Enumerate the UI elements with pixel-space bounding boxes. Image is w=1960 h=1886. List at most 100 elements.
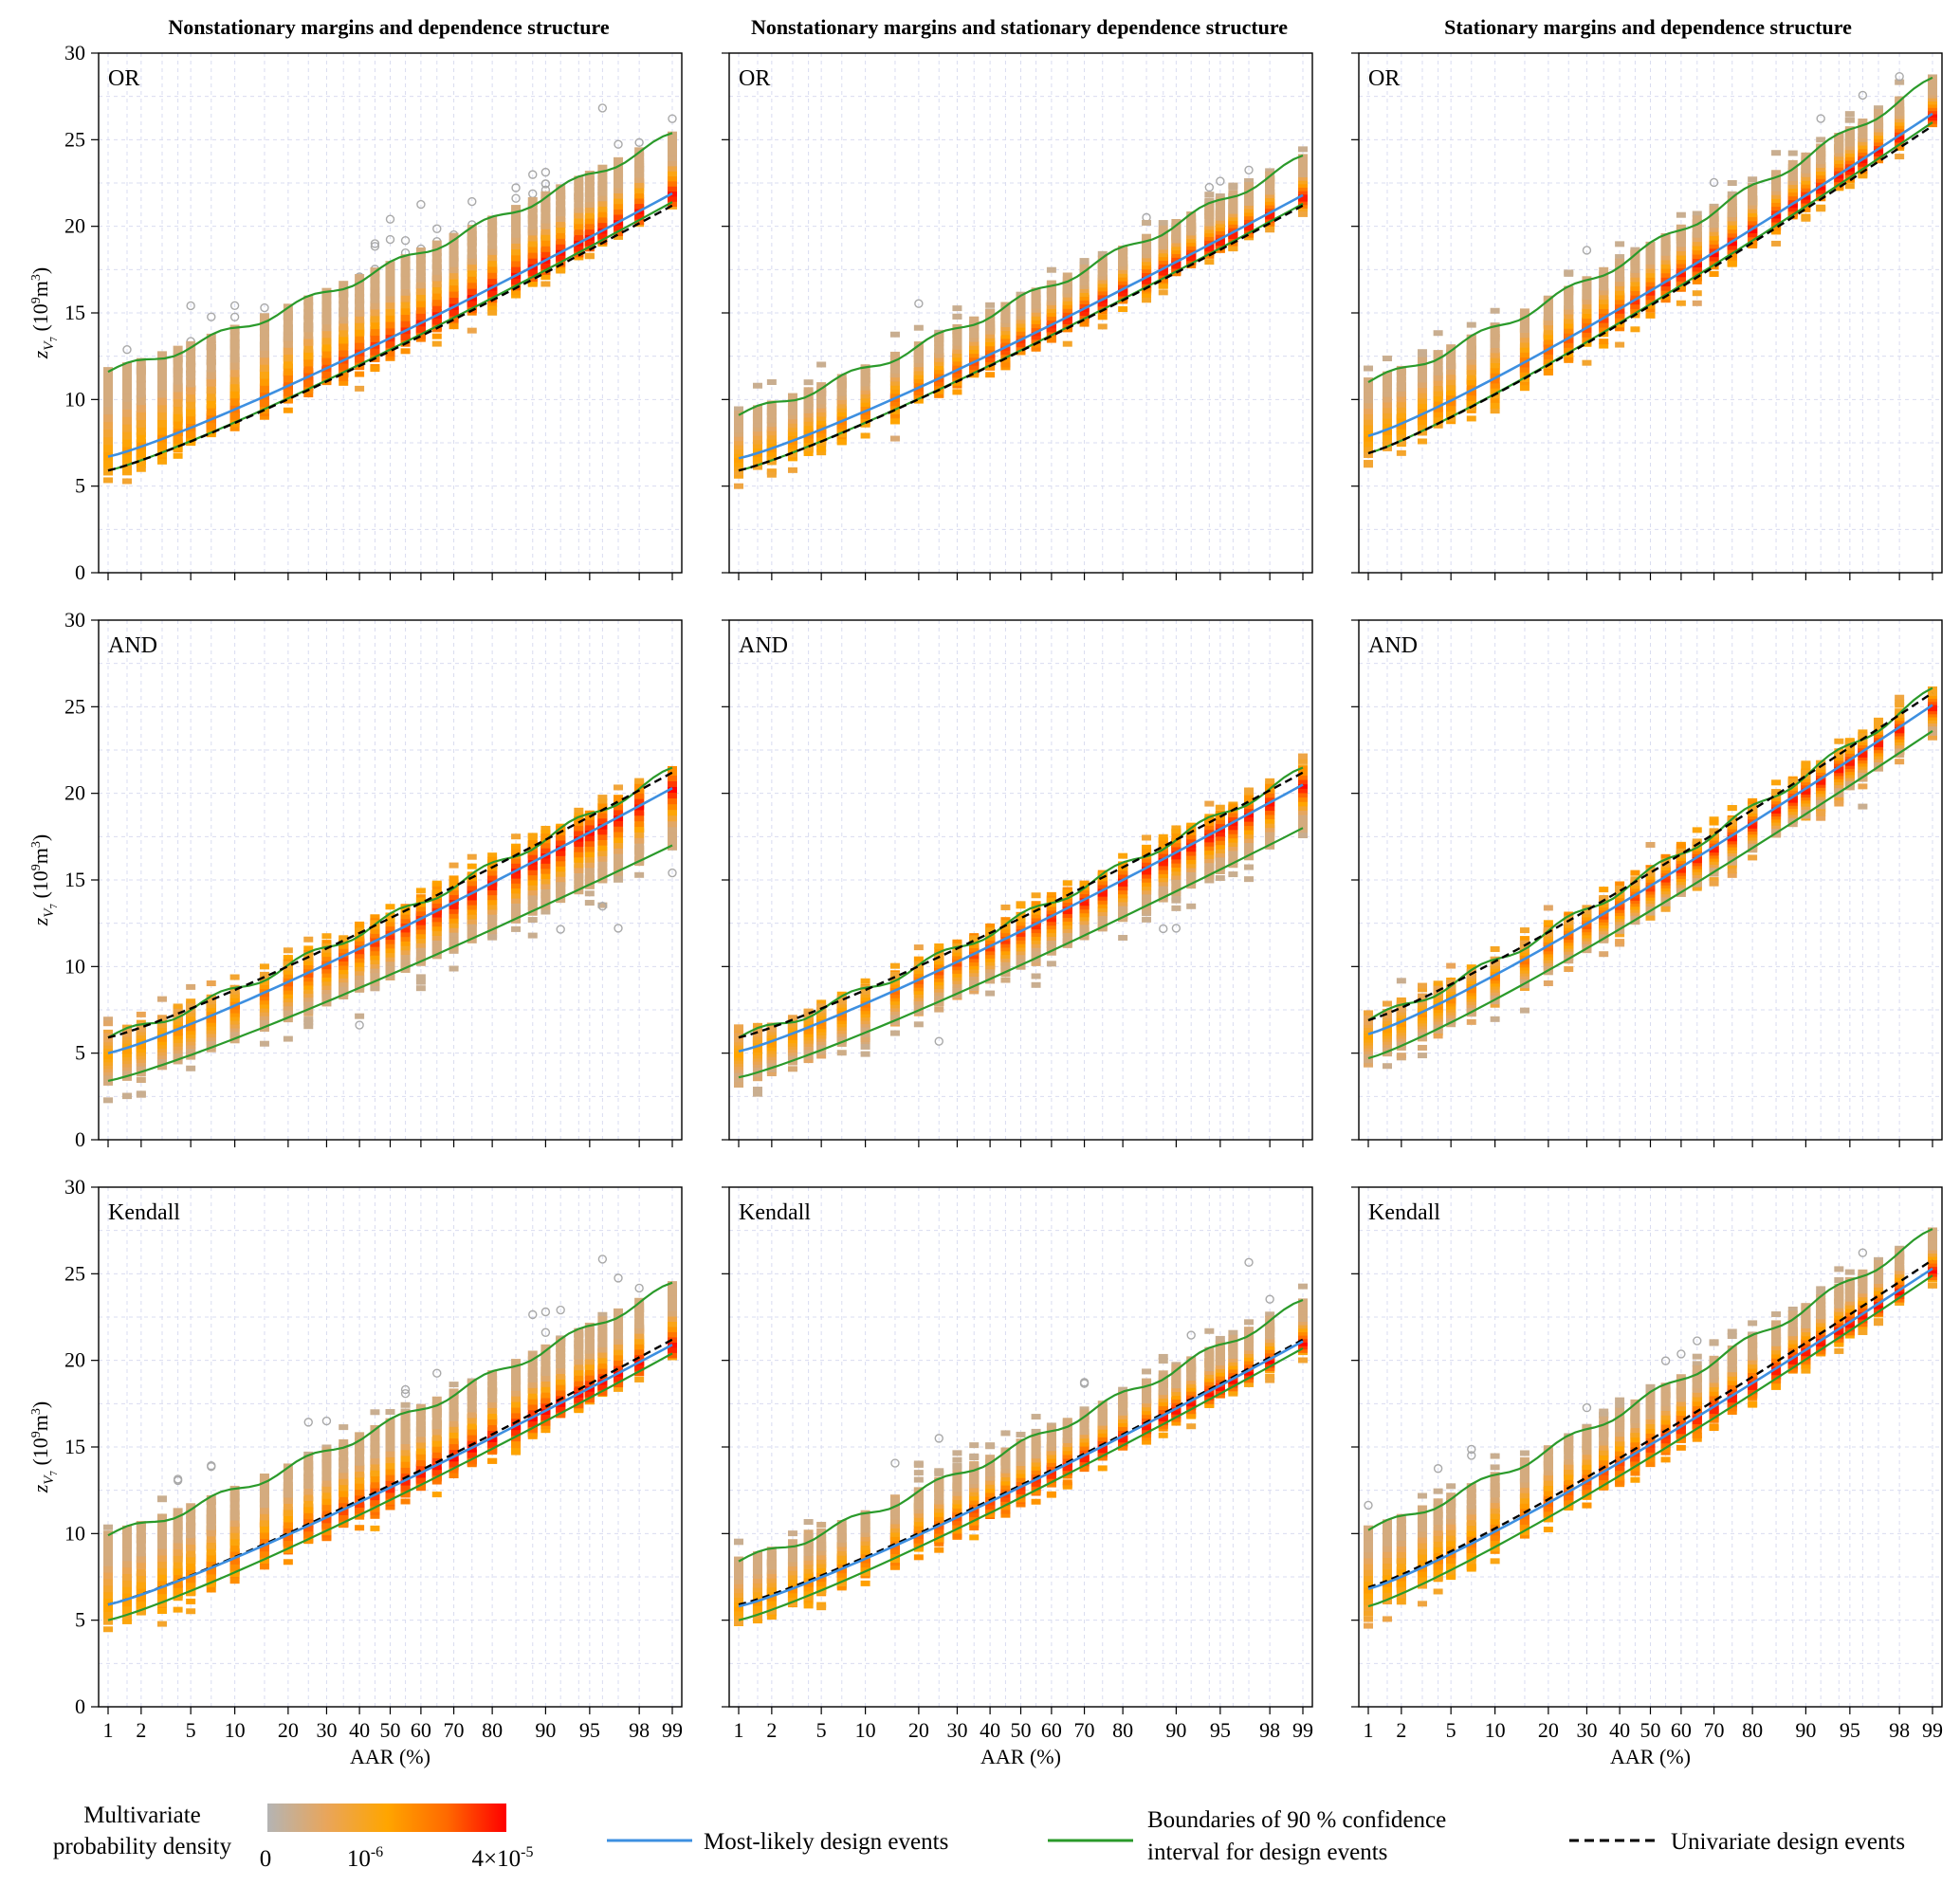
sample-point bbox=[229, 312, 240, 322]
sample-point bbox=[321, 933, 332, 940]
sample-point bbox=[136, 1076, 146, 1083]
sample-point bbox=[449, 862, 459, 869]
sample-point bbox=[370, 242, 380, 251]
y-tick-label: 25 bbox=[64, 127, 85, 151]
sample-point bbox=[229, 974, 240, 980]
sample-point bbox=[1062, 340, 1072, 347]
sample-point bbox=[283, 317, 293, 327]
sample-point bbox=[1142, 291, 1152, 298]
sample-point bbox=[467, 285, 477, 296]
sample-point bbox=[787, 467, 797, 473]
sample-point bbox=[1118, 246, 1128, 256]
sample-point bbox=[487, 221, 498, 231]
sample-point bbox=[584, 236, 595, 247]
sample-point bbox=[121, 478, 132, 485]
sample-point bbox=[385, 286, 395, 297]
sample-point bbox=[487, 245, 498, 255]
sample-point bbox=[321, 307, 332, 318]
sample-point bbox=[121, 399, 132, 410]
sample-point bbox=[103, 367, 113, 377]
sample-point bbox=[259, 355, 269, 365]
sample-point bbox=[614, 221, 624, 231]
sample-point bbox=[186, 362, 196, 373]
sample-point bbox=[556, 266, 566, 273]
sample-point bbox=[103, 443, 113, 453]
sample-point bbox=[206, 376, 216, 387]
sample-point bbox=[574, 192, 584, 202]
sample-point bbox=[540, 202, 551, 212]
sample-point bbox=[556, 251, 566, 262]
sample-point bbox=[415, 298, 426, 308]
sample-point bbox=[668, 172, 677, 182]
sample-point bbox=[370, 985, 380, 992]
sample-point bbox=[103, 1020, 113, 1027]
sample-point bbox=[540, 167, 551, 177]
sample-point bbox=[303, 336, 314, 346]
sample-point bbox=[540, 247, 551, 258]
sample-point bbox=[339, 320, 349, 331]
sample-point bbox=[614, 233, 624, 240]
sample-point bbox=[103, 405, 113, 415]
sample-point bbox=[186, 348, 196, 358]
sample-point bbox=[614, 194, 624, 205]
sample-point bbox=[1417, 438, 1427, 445]
sample-point bbox=[206, 333, 216, 343]
sample-point bbox=[355, 346, 365, 357]
sample-point bbox=[339, 327, 349, 338]
sample-point bbox=[467, 327, 477, 334]
sample-point bbox=[511, 246, 522, 256]
sample-point bbox=[1490, 408, 1500, 414]
sample-point bbox=[206, 384, 216, 394]
sample-point bbox=[889, 418, 900, 425]
sample-point bbox=[1801, 215, 1811, 222]
sample-point bbox=[1298, 211, 1308, 217]
sample-point bbox=[355, 1013, 365, 1019]
sample-point bbox=[303, 295, 314, 305]
sample-point bbox=[206, 362, 216, 373]
sample-point bbox=[574, 214, 584, 225]
sample-point bbox=[103, 1097, 113, 1104]
sample-point bbox=[1046, 337, 1056, 343]
sample-point bbox=[487, 228, 498, 238]
sample-point bbox=[556, 217, 566, 228]
sample-point bbox=[385, 319, 395, 329]
sample-point bbox=[614, 178, 624, 189]
sample-point bbox=[355, 286, 365, 297]
sample-point bbox=[156, 996, 167, 1002]
sample-point bbox=[449, 323, 459, 330]
sample-point bbox=[370, 345, 380, 356]
sample-point bbox=[952, 313, 962, 320]
sample-point bbox=[1142, 297, 1152, 303]
sample-point bbox=[186, 407, 196, 417]
sample-point bbox=[449, 875, 459, 882]
sample-point bbox=[136, 395, 146, 406]
sample-point bbox=[540, 225, 551, 235]
sample-point bbox=[574, 187, 584, 197]
sample-point bbox=[370, 300, 380, 310]
sample-point bbox=[668, 146, 677, 156]
sample-point bbox=[467, 225, 477, 235]
sample-point bbox=[385, 325, 395, 336]
sample-point bbox=[803, 379, 814, 386]
sample-point bbox=[173, 412, 183, 422]
sample-point bbox=[415, 303, 426, 314]
sample-point bbox=[415, 272, 426, 283]
sample-point bbox=[303, 350, 314, 360]
sample-point bbox=[283, 365, 293, 375]
sample-point bbox=[574, 242, 584, 252]
sample-point bbox=[487, 305, 498, 312]
sample-point bbox=[574, 175, 584, 186]
sample-point bbox=[303, 322, 314, 333]
sample-point bbox=[186, 983, 196, 990]
sample-point bbox=[584, 181, 595, 192]
sample-point bbox=[449, 264, 459, 274]
sample-point bbox=[186, 399, 196, 410]
sample-point bbox=[259, 390, 269, 400]
sample-point bbox=[415, 317, 426, 327]
sample-point bbox=[487, 257, 498, 267]
sample-point bbox=[540, 208, 551, 218]
sample-point bbox=[173, 452, 183, 459]
sample-point bbox=[136, 417, 146, 428]
